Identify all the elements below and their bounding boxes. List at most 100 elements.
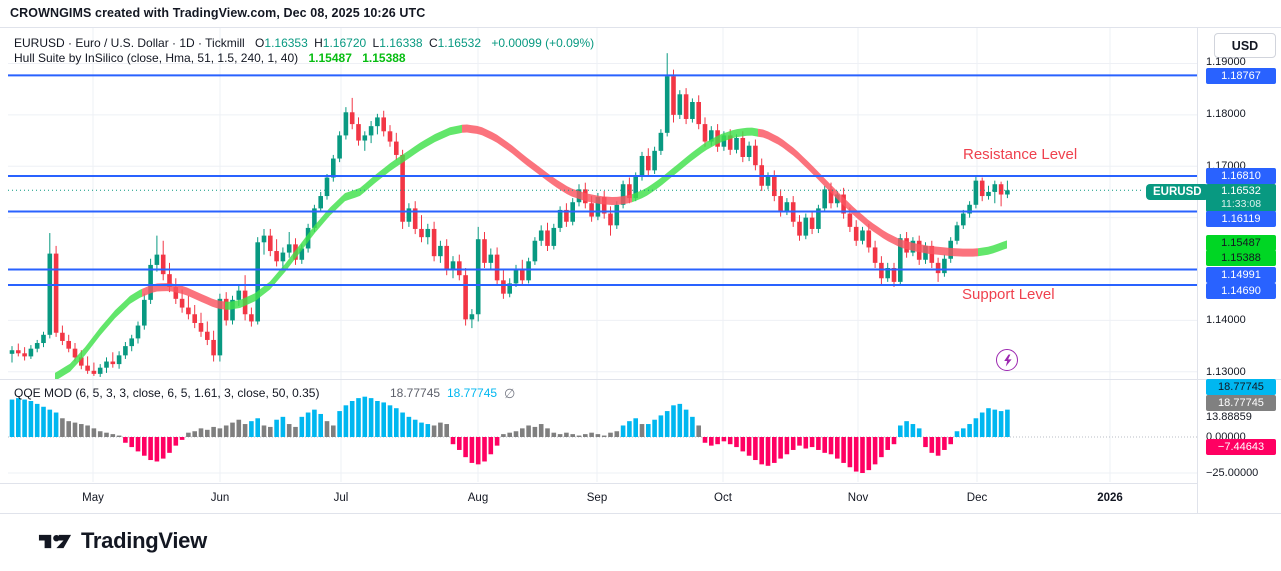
candle [381,110,386,137]
candle [759,158,764,191]
candle-body [274,251,279,262]
qqe-histogram-bar [639,424,645,437]
qqe-histogram-bar [431,425,437,437]
candle [450,256,456,279]
qqe-histogram-bar [759,437,764,465]
qqe-histogram-bar [721,437,727,442]
candle [765,172,771,190]
candle-body [268,235,273,252]
time-scale-label: Sep [586,492,608,504]
qqe-histogram-bar [898,425,903,437]
pane-divider[interactable] [0,379,1281,380]
candle [772,170,777,202]
candle [148,258,153,304]
candle-body [230,299,235,321]
hull-ribbon-segment [632,127,758,203]
qqe-histogram-bar [664,411,670,437]
legend-hull-suite-row[interactable]: Hull Suite by InSilico (close, Hma, 51, … [14,51,406,65]
candle-body [91,370,97,374]
candle [671,69,676,123]
legend-symbol-row[interactable]: EURUSD · Euro / U.S. Dollar · 1D · Tickm… [14,36,594,50]
qqe-histogram-bar [438,422,443,437]
candle-body [872,247,878,263]
support-level-annotation[interactable]: Support Level [962,286,1055,303]
candle-body [34,343,40,349]
candle-body [998,184,1004,195]
candle-body [482,239,487,263]
qqe-histogram-bar [652,419,657,437]
candle [696,95,701,130]
candle-body [211,339,216,356]
candle-body [154,254,160,265]
tradingview-logo[interactable]: TradingView [38,528,207,554]
qqe-histogram-bar [475,437,481,465]
candle-body [28,348,34,357]
candle-body [368,126,374,136]
candle-body [639,155,645,177]
candle [28,345,34,359]
price-and-qqe-chart-canvas[interactable] [0,0,1197,513]
qqe-histogram-bar [488,437,494,455]
candle-body [942,258,947,274]
time-scale-axis[interactable]: May Jun Jul Aug Sep Oct Nov Dec 2026 [0,483,1197,513]
candle-body [419,228,424,238]
qqe-histogram-bar [198,428,204,437]
qqe-histogram-bar [538,424,544,437]
candle-body [772,176,777,197]
candle [34,339,40,353]
hull-ribbon-segment [462,124,632,205]
time-scale-label: Dec [966,492,988,504]
qqe-value-1: 18.77745 [390,386,441,400]
candle-body [992,184,998,192]
candle [954,221,960,245]
candle-body [513,269,519,284]
qqe-histogram-bar [79,424,84,437]
candle-body [110,361,116,365]
candle-body [891,267,897,282]
qqe-histogram-bar [765,437,771,466]
instant-trading-lightning-icon[interactable] [996,349,1018,371]
qqe-histogram-bar [53,412,59,437]
price-scale-label: 1.13000 [1206,366,1246,378]
price-pane [8,28,1197,379]
resistance-level-annotation[interactable]: Resistance Level [963,146,1078,163]
candle [551,223,557,250]
candle [186,295,191,320]
qqe-histogram-bar [507,432,512,437]
price-scale-axis[interactable]: USD 1.19000 1.18000 1.17000 1.14000 1.13000 1… [1197,28,1281,513]
candle-body [753,145,758,166]
candle-body [683,94,689,119]
qqe-histogram-bar [167,437,172,453]
time-scale-label: Jul [333,492,349,504]
candle [740,131,746,163]
qqe-histogram-bar [961,428,966,437]
qqe-histogram-bar [205,429,210,437]
qqe-histogram-bar [879,437,884,458]
qqe-histogram-bar [929,437,935,453]
legend-qqe-mod-row[interactable]: QQE MOD (6, 5, 3, 3, close, 6, 5, 1.61, … [14,386,515,401]
candle [331,154,336,182]
candle-body [375,117,380,127]
candle-body [860,230,865,241]
qqe-histogram-bar [154,437,160,462]
candle-body [1005,190,1010,195]
candle-body [205,331,210,340]
candle [992,180,998,204]
qqe-histogram-bar [790,437,796,450]
candle [154,235,160,272]
candle-body [709,130,714,142]
candle [677,90,683,119]
candle-body [929,245,935,263]
candle [866,223,872,253]
qqe-histogram-bar [261,425,267,437]
candle-body [866,230,872,248]
qqe-histogram-bar [293,426,298,437]
ohlc-low-value: 1.16338 [379,36,423,50]
candle [507,278,512,298]
currency-unit-button[interactable]: USD [1214,33,1276,58]
candle [961,209,966,229]
candle [998,181,1004,207]
qqe-histogram-bar [753,437,758,461]
qqe-histogram-bar [904,421,909,437]
candle-body [797,221,802,236]
